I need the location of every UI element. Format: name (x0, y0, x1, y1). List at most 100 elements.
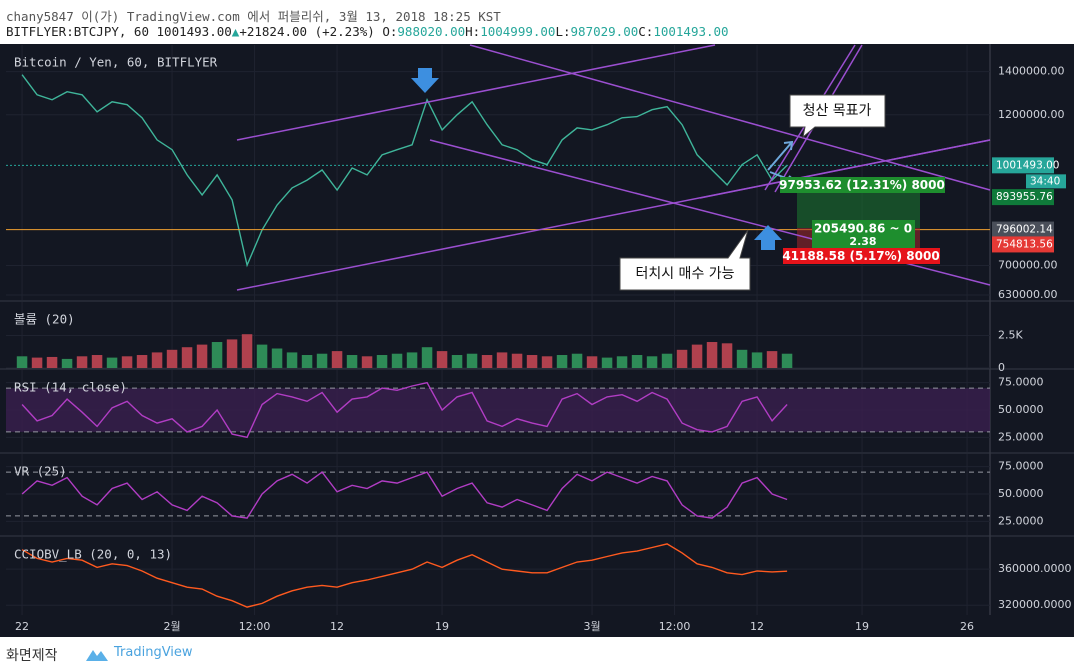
volume-bar (361, 356, 373, 368)
profit-text: 97953.62 (12.31%) 8000 (779, 178, 945, 192)
volume-bar (781, 353, 793, 368)
volume-bar (226, 339, 238, 368)
volume-bar (406, 352, 418, 368)
y-tick-label: 700000.00 (998, 259, 1058, 272)
volume-bar (736, 349, 748, 368)
series-line (21, 471, 788, 519)
volume-bar (466, 353, 478, 368)
x-tick-label: 22 (15, 620, 29, 633)
trend-line (469, 44, 991, 191)
pane: 360000.0000 320000.0000 CCIOBV_LB (20, 0, … (6, 543, 1071, 611)
ohlc-value: 987029.00 (570, 24, 639, 39)
up-arrow (754, 225, 782, 250)
pane-title: VR (25) (14, 464, 67, 479)
volume-bar (661, 353, 673, 368)
buy-text: 터치시 매수 가능 (635, 266, 734, 282)
price-tag-label: 796002.14 (996, 224, 1053, 236)
volume-bar (136, 355, 148, 368)
volume-bar (271, 348, 283, 368)
y-tick-label: 320000.0000 (998, 598, 1071, 611)
buy-callout (619, 229, 751, 291)
ohlc-label: L: (555, 24, 571, 39)
last-price: 1001493.00 (156, 24, 232, 39)
volume-bar (376, 355, 388, 368)
volume-bar (706, 342, 718, 368)
volume-bar (766, 351, 778, 368)
price-tag (992, 221, 1054, 238)
brand[interactable]: TradingView (114, 645, 193, 660)
volume-bar (181, 347, 193, 368)
x-tick-label: 19 (855, 620, 869, 633)
price-tag-label: 1001493.00 (996, 159, 1059, 171)
up-icon: ▲ (231, 24, 240, 39)
target-text: 청산 목표가 (803, 103, 872, 119)
volume-bar (421, 347, 433, 368)
price-tag (992, 189, 1054, 206)
series-line (21, 74, 788, 268)
ohlc-label: O: (382, 24, 398, 39)
price-tag-label: 893955.76 (996, 191, 1053, 203)
volume-bar (586, 356, 598, 368)
y-tick-label: 75.0000 (998, 376, 1044, 389)
header: chany5847 이(가) TradingView.com 에서 퍼블리쉬, … (0, 0, 1074, 44)
ohlc-label: C: (638, 24, 654, 39)
volume-bar (481, 355, 493, 368)
volume-bar (751, 352, 763, 368)
y-tick-label: 1200000.00 (998, 108, 1064, 121)
symbol: BITFLYER:BTCJPY, 60 (6, 24, 149, 39)
pane-title: RSI (14, close) (14, 380, 127, 395)
pane-title: CCIOBV_LB (20, 0, 13) (14, 547, 172, 562)
volume-bar (256, 344, 268, 368)
volume-bar (91, 355, 103, 368)
volume-bar (391, 353, 403, 368)
footer: 화면제작 TradingView (0, 637, 1074, 672)
volume-bar (676, 349, 688, 368)
y-tick-label: 360000.0000 (998, 562, 1071, 575)
volume-bar (436, 351, 448, 368)
x-tick-label: 19 (435, 620, 449, 633)
volume-bar (106, 357, 118, 368)
logo-shape (86, 650, 108, 661)
y-tick-label: 0 (998, 361, 1005, 374)
x-tick-label: 12:00 (659, 620, 691, 633)
volume-bar (616, 356, 628, 368)
volume-bar (121, 356, 133, 368)
volume-bar (496, 352, 508, 368)
x-tick-label: 3월 (583, 620, 600, 633)
volume-bar (541, 356, 553, 368)
volume-bar (571, 353, 583, 368)
profit-tag (780, 177, 945, 193)
y-tick-label: 25.0000 (998, 514, 1044, 527)
ohlc: O:988020.00H:1004999.00L:987029.00C:1001… (382, 24, 728, 39)
volume-bar (241, 334, 253, 368)
drawings: 청산 목표가 터치시 매수 가능 97953.62 (12.31%) 8000 … (236, 44, 991, 291)
made-by: 화면제작 (6, 648, 58, 664)
range-text: 205490.86 ~ 0 (814, 222, 912, 236)
volume-bar (691, 344, 703, 368)
y-tick-label: 25.0000 (998, 430, 1044, 443)
target-callout (789, 94, 886, 139)
pane: 75.0000 50.0000 25.0000 RSI (14, close) (6, 376, 1044, 443)
volume-bar (526, 355, 538, 368)
price-tag (992, 157, 1054, 174)
publish-info: chany5847 이(가) TradingView.com 에서 퍼블리쉬, … (6, 6, 501, 25)
volume-bar (76, 356, 88, 368)
ohlc-value: 1001493.00 (653, 24, 729, 39)
x-tick-label: 12 (750, 620, 764, 633)
pane: 2.5K 0 볼륨 (20) (6, 312, 1023, 374)
volume-bar (61, 358, 73, 368)
price-tag (992, 236, 1054, 253)
brand-logo (86, 650, 108, 661)
volume-bar (286, 352, 298, 368)
volume-bar (646, 356, 658, 368)
volume-bar (301, 355, 313, 368)
y-tick-label: 50.0000 (998, 487, 1044, 500)
symbol-info: BITFLYER:BTCJPY, 60 1001493.00▲+21824.00… (6, 24, 729, 39)
trend-line (236, 44, 716, 141)
series-line (21, 543, 788, 608)
volume-bar (316, 353, 328, 368)
volume-bar (16, 356, 28, 368)
publish-text: chany5847 이(가) TradingView.com 에서 퍼블리쉬, … (6, 9, 501, 24)
range-tag (812, 220, 915, 248)
